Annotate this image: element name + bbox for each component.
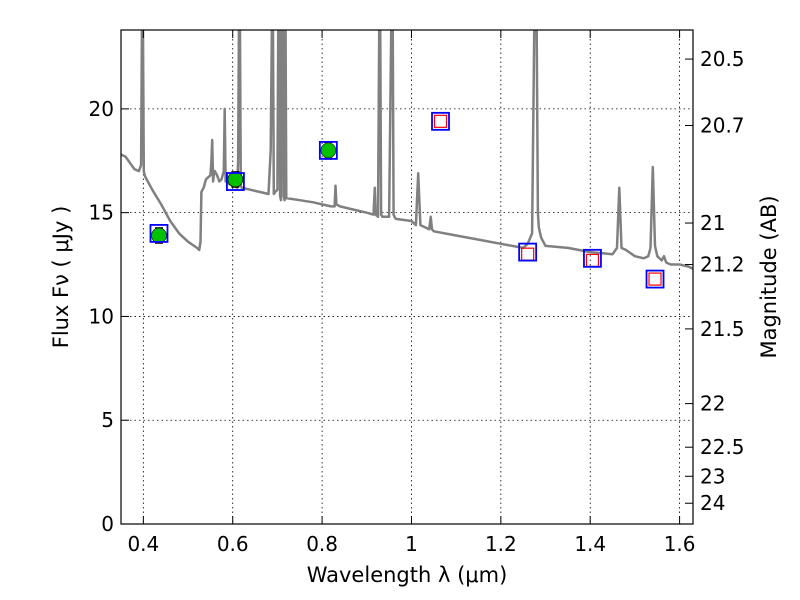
open-photometry-point (585, 253, 600, 267)
y-tick-label: 10 (89, 304, 114, 328)
x-tick-label: 1.4 (574, 532, 606, 556)
x-tick-label: 0.6 (217, 532, 249, 556)
model-photometry-point (518, 242, 538, 262)
right-axis-label: Magnitude (AB) (757, 195, 781, 358)
mag-tick-label: 20.5 (700, 47, 745, 71)
model-photometry-point (318, 140, 338, 160)
y-tick-label: 15 (89, 201, 114, 225)
model-photometry-point (431, 111, 450, 131)
open-photometry-point (433, 114, 448, 128)
mag-tick-label: 21.2 (700, 253, 745, 277)
x-axis-label: Wavelength λ (μm) (307, 563, 508, 587)
model-photometry-point (149, 224, 169, 243)
open-photometry-point (521, 247, 535, 261)
model-photometry-point (583, 248, 602, 268)
model-photometry-point (225, 172, 245, 191)
x-tick-label: 1.6 (664, 532, 696, 556)
mag-tick-label: 21.5 (700, 317, 745, 341)
photometry-point (320, 142, 337, 159)
photometry-point (227, 171, 244, 188)
photometry-layer (149, 111, 665, 289)
x-tick-label: 1 (405, 532, 418, 556)
sed-model-layer (121, 30, 693, 270)
mag-tick-label: 21 (700, 211, 725, 235)
mag-tick-label: 20.7 (700, 113, 745, 137)
x-tick-label: 0.4 (127, 532, 159, 556)
mag-tick-label: 22 (700, 392, 725, 416)
plot-frame (120, 29, 694, 525)
axis-ticks: 0.4 0.6 0.8 1 1.2 1.4 1.6 0 5 10 15 20 20.5 20.7 21 21.… (89, 30, 745, 556)
model-photometry-point (645, 269, 665, 289)
x-tick-label: 1.2 (485, 532, 517, 556)
mag-tick-label: 24 (700, 491, 725, 515)
mag-tick-label: 22.5 (700, 435, 745, 459)
grid-lines (121, 30, 693, 524)
photometry-point (151, 227, 167, 244)
y-tick-label: 20 (89, 97, 114, 121)
y-tick-label: 0 (101, 512, 114, 536)
y-axis-label: Flux Fν ( μJy ) (49, 206, 73, 349)
sed-model-line (121, 30, 693, 270)
open-photometry-point (648, 272, 662, 286)
x-tick-label: 0.8 (306, 532, 338, 556)
mag-tick-label: 23 (700, 464, 725, 488)
y-tick-label: 5 (101, 408, 114, 432)
